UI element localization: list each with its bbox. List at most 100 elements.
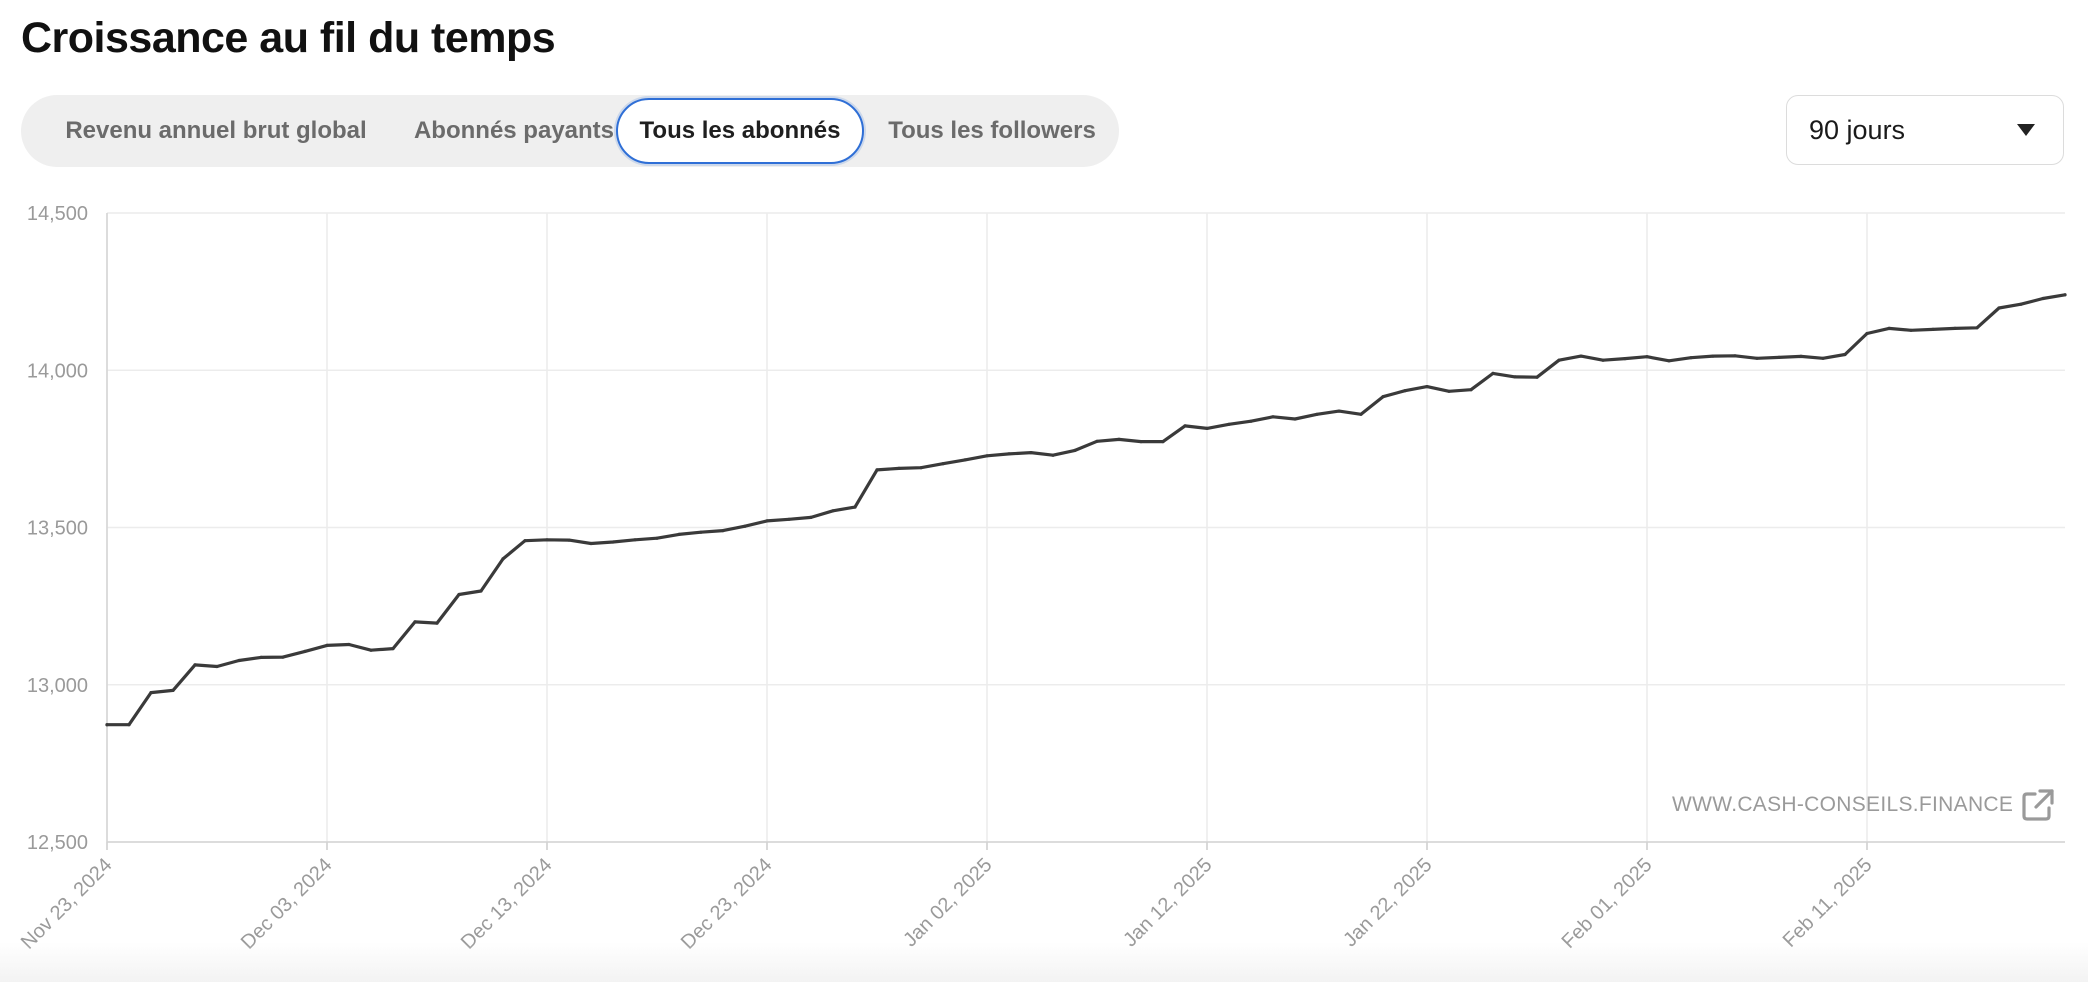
- data-point: [1227, 422, 1231, 426]
- data-point: [809, 515, 813, 519]
- data-point: [1293, 417, 1297, 421]
- data-point: [1403, 389, 1407, 393]
- x-tick-labels: Nov 23, 2024 Dec 03, 2024 Dec 13, 2024 Dec …: [17, 854, 1877, 954]
- series-group: [105, 293, 2067, 727]
- data-point: [1777, 355, 1781, 359]
- y-tick-label: 14,000: [27, 360, 88, 382]
- data-point: [941, 462, 945, 466]
- data-point: [391, 647, 395, 651]
- data-point: [303, 649, 307, 653]
- data-point: [1183, 424, 1187, 428]
- tab-tous-les-abonnes[interactable]: Tous les abonnés: [616, 98, 864, 164]
- data-point: [1711, 354, 1715, 358]
- period-select[interactable]: 90 jours: [1786, 95, 2064, 165]
- data-point: [1139, 440, 1143, 444]
- data-point: [1579, 354, 1583, 358]
- data-point: [1161, 440, 1165, 444]
- watermark-link[interactable]: WWW.CASH-CONSEILS.FINANCE: [1672, 788, 2055, 822]
- tab-revenu-annuel[interactable]: Revenu annuel brut global: [65, 117, 367, 144]
- growth-chart: 12,500 13,000 13,500 14,000 14,500 Nov 23, 2…: [0, 190, 2088, 982]
- x-tick-label: Feb 11, 2025: [1779, 854, 1877, 952]
- data-point: [787, 517, 791, 521]
- data-point: [127, 723, 131, 727]
- data-point: [1051, 453, 1055, 457]
- data-point: [1821, 356, 1825, 360]
- y-tick-label: 13,000: [27, 675, 88, 697]
- data-point: [743, 524, 747, 528]
- data-point: [523, 539, 527, 543]
- data-point: [1601, 358, 1605, 362]
- data-point: [1843, 352, 1847, 357]
- watermark-text: WWW.CASH-CONSEILS.FINANCE: [1672, 793, 2014, 816]
- data-point: [1117, 437, 1121, 441]
- x-tick-label: Feb 01, 2025: [1558, 854, 1657, 953]
- page-title: Croissance au fil du temps: [21, 14, 556, 62]
- x-tick-label: Dec 23, 2024: [677, 854, 777, 954]
- data-point: [897, 466, 901, 470]
- data-point: [325, 643, 329, 647]
- data-point: [853, 505, 857, 509]
- data-point: [281, 655, 285, 659]
- data-point: [1359, 412, 1363, 416]
- data-point: [1997, 306, 2001, 310]
- data-point: [215, 664, 219, 669]
- data-point: [479, 589, 483, 593]
- data-point: [1491, 371, 1495, 375]
- data-point: [2041, 296, 2045, 301]
- data-point: [193, 663, 197, 667]
- data-point: [1799, 354, 1803, 358]
- data-point: [171, 688, 175, 692]
- data-point: [985, 454, 989, 458]
- data-point: [1271, 415, 1275, 419]
- tab-abonnes-payants[interactable]: Abonnés payants: [413, 117, 615, 144]
- data-point: [1205, 426, 1209, 430]
- y-tick-label: 13,500: [27, 518, 88, 540]
- x-tick-label: Jan 02, 2025: [899, 854, 996, 951]
- data-point: [149, 691, 153, 695]
- data-point: [765, 519, 769, 523]
- data-point: [1007, 452, 1011, 456]
- data-point: [1337, 409, 1341, 413]
- data-point: [1909, 328, 1913, 332]
- x-tick-label: Jan 22, 2025: [1339, 854, 1436, 951]
- data-point: [831, 509, 835, 513]
- data-point: [105, 723, 109, 727]
- data-point: [545, 538, 549, 542]
- period-select-value: 90 jours: [1809, 114, 1906, 145]
- data-point: [1557, 358, 1561, 362]
- data-point: [919, 466, 923, 470]
- data-point: [435, 621, 439, 625]
- data-point: [347, 642, 351, 647]
- data-point: [1645, 355, 1649, 359]
- data-point: [413, 620, 417, 624]
- data-point: [1535, 375, 1539, 379]
- tab-tous-les-followers[interactable]: Tous les followers: [888, 117, 1096, 144]
- data-point: [2019, 302, 2023, 306]
- external-link-icon: [2022, 789, 2054, 821]
- series-line: [105, 293, 2067, 727]
- x-tick-label: Dec 03, 2024: [237, 854, 337, 954]
- data-point: [1315, 412, 1319, 416]
- data-point: [1689, 356, 1693, 360]
- data-point: [1865, 331, 1869, 336]
- data-point: [633, 538, 637, 542]
- data-point: [677, 532, 681, 536]
- metric-tabs: Revenu annuel brut global Abonnés payant…: [21, 95, 1119, 167]
- y-tick-label: 14,500: [27, 203, 88, 225]
- caret-down-icon: [2017, 124, 2035, 136]
- data-point: [369, 648, 373, 652]
- data-point: [1513, 375, 1517, 379]
- chart-svg: 12,500 13,000 13,500 14,000 14,500 Nov 23, 2…: [17, 203, 2067, 954]
- y-tick-labels: 12,500 13,000 13,500 14,000 14,500: [27, 203, 88, 854]
- data-point: [1029, 451, 1033, 455]
- data-point: [875, 468, 879, 472]
- data-point: [1953, 326, 1957, 330]
- data-point: [501, 557, 505, 561]
- x-tick-label: Jan 12, 2025: [1119, 854, 1216, 951]
- x-tick-label: Dec 13, 2024: [457, 854, 557, 954]
- data-point: [1469, 388, 1473, 392]
- data-point: [721, 529, 725, 533]
- data-point: [1447, 389, 1451, 393]
- data-point: [1623, 357, 1627, 361]
- data-point: [1095, 439, 1099, 443]
